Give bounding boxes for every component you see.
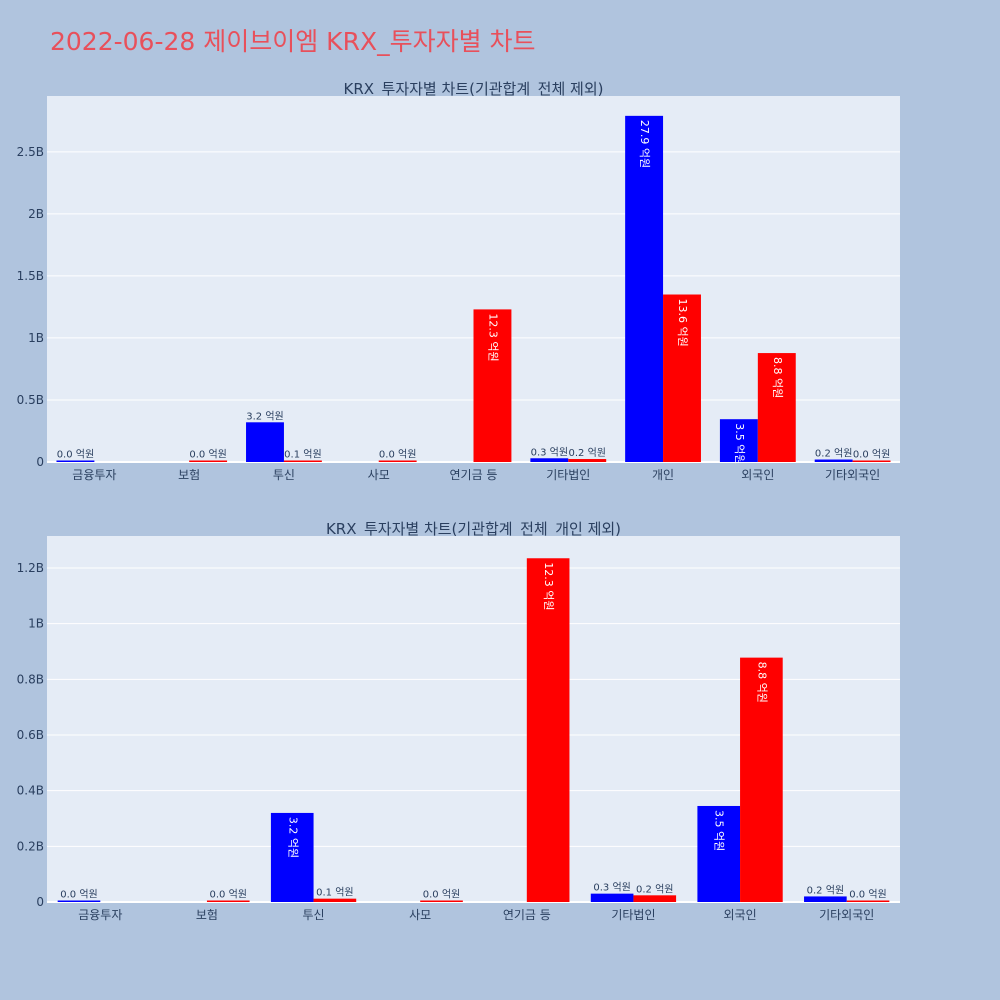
- x-tick-label: 사모: [368, 468, 390, 482]
- data-label: 0.2 억원: [815, 448, 852, 460]
- bar: [590, 893, 634, 902]
- data-label: 0.0 억원: [379, 449, 416, 461]
- data-label: 27.9 억원: [638, 120, 651, 168]
- data-label: 0.3 억원: [531, 446, 568, 458]
- bar: [378, 460, 417, 462]
- bar: [568, 459, 607, 462]
- y-tick-label: 1.2B: [17, 561, 44, 575]
- x-tick-label: 개인: [652, 468, 674, 482]
- data-label: 0.2 억원: [636, 883, 673, 895]
- bar: [526, 558, 570, 902]
- x-tick-label: 외국인: [741, 468, 774, 482]
- bar: [56, 460, 95, 462]
- bar-chart-1: KRX_투자자별 차트(기관합계_전체 제외) 0 0.5B 1B 1.5B 2B 2.5B…: [17, 80, 900, 482]
- bar: [719, 419, 758, 462]
- x-tick-label: 기타법인: [546, 468, 590, 482]
- data-label: 0.0 억원: [849, 889, 886, 901]
- chart-title: KRX_투자자별 차트(기관합계_전체_개인 제외): [326, 520, 621, 539]
- data-label: 12.3 억원: [542, 562, 555, 610]
- y-tick-label: 0.4B: [17, 784, 44, 798]
- data-label: 3.2 억원: [246, 410, 283, 422]
- bar: [804, 896, 847, 902]
- bar: [420, 900, 463, 902]
- data-label: 0.2 억원: [568, 447, 605, 459]
- y-tick-label: 0: [36, 895, 44, 909]
- x-tick-label: 금융투자: [72, 468, 116, 482]
- y-tick-label: 1B: [28, 617, 44, 631]
- bar-chart-2: KRX_투자자별 차트(기관합계_전체_개인 제외) 0 0.2B 0.4B 0.6B 0…: [17, 520, 900, 922]
- y-tick-label: 2.5B: [17, 145, 44, 159]
- bar: [740, 657, 783, 902]
- data-label: 0.0 억원: [853, 449, 890, 461]
- data-label: 0.1 억원: [284, 449, 321, 461]
- x-tick-label: 보험: [196, 908, 218, 922]
- data-label: 13.6 억원: [676, 299, 689, 347]
- bar: [246, 422, 284, 462]
- bar: [283, 460, 322, 462]
- bar: [852, 460, 891, 462]
- x-tick-label: 연기금 등: [450, 468, 498, 482]
- bar: [189, 460, 228, 462]
- data-label: 0.0 억원: [57, 449, 94, 461]
- chart-title: KRX_투자자별 차트(기관합계_전체 제외): [344, 80, 604, 99]
- y-tick-label: 0: [36, 455, 44, 469]
- bar: [530, 458, 569, 462]
- data-label: 0.0 억원: [189, 449, 226, 461]
- page-title: 2022-06-28 제이브이엠 KRX_투자자별 차트: [50, 27, 536, 56]
- x-tick-label: 외국인: [724, 908, 757, 922]
- y-tick-label: 2B: [28, 207, 44, 221]
- y-tick-label: 0.8B: [17, 672, 44, 686]
- data-label: 3.5 억원: [713, 810, 726, 851]
- bar: [625, 115, 664, 463]
- data-label: 12.3 억원: [486, 313, 499, 361]
- data-label: 8.8 억원: [771, 357, 784, 398]
- x-tick-label: 투신: [303, 908, 325, 922]
- data-label: 0.3 억원: [593, 882, 630, 894]
- x-tick-label: 사모: [409, 908, 431, 922]
- y-tick-label: 0.2B: [17, 839, 44, 853]
- data-label: 0.0 억원: [60, 889, 97, 901]
- bar: [57, 900, 101, 902]
- data-label: 8.8 억원: [755, 662, 768, 703]
- data-label: 3.2 억원: [286, 817, 299, 858]
- bar: [270, 812, 314, 902]
- y-tick-label: 0.5B: [17, 393, 44, 407]
- x-tick-label: 기타법인: [611, 908, 655, 922]
- bar: [697, 805, 741, 902]
- bar: [846, 900, 890, 902]
- bar: [814, 459, 853, 462]
- data-label: 0.0 억원: [423, 889, 460, 901]
- data-label: 3.5 억원: [733, 423, 746, 464]
- x-tick-label: 보험: [178, 468, 200, 482]
- x-tick-label: 금융투자: [78, 908, 122, 922]
- bar: [757, 353, 796, 462]
- bar: [473, 309, 512, 462]
- data-label: 0.2 억원: [807, 884, 844, 896]
- x-tick-label: 연기금 등: [503, 908, 551, 922]
- data-label: 0.0 억원: [210, 889, 247, 901]
- y-tick-label: 1B: [28, 331, 44, 345]
- x-tick-label: 기타외국인: [825, 468, 880, 482]
- y-tick-label: 0.6B: [17, 728, 44, 742]
- bar: [206, 900, 250, 902]
- x-tick-label: 투신: [273, 468, 295, 482]
- bar: [313, 898, 357, 902]
- x-tick-label: 기타외국인: [819, 908, 874, 922]
- bar: [663, 294, 701, 462]
- bar: [633, 895, 677, 902]
- y-tick-label: 1.5B: [17, 269, 44, 283]
- data-label: 0.1 억원: [316, 887, 353, 899]
